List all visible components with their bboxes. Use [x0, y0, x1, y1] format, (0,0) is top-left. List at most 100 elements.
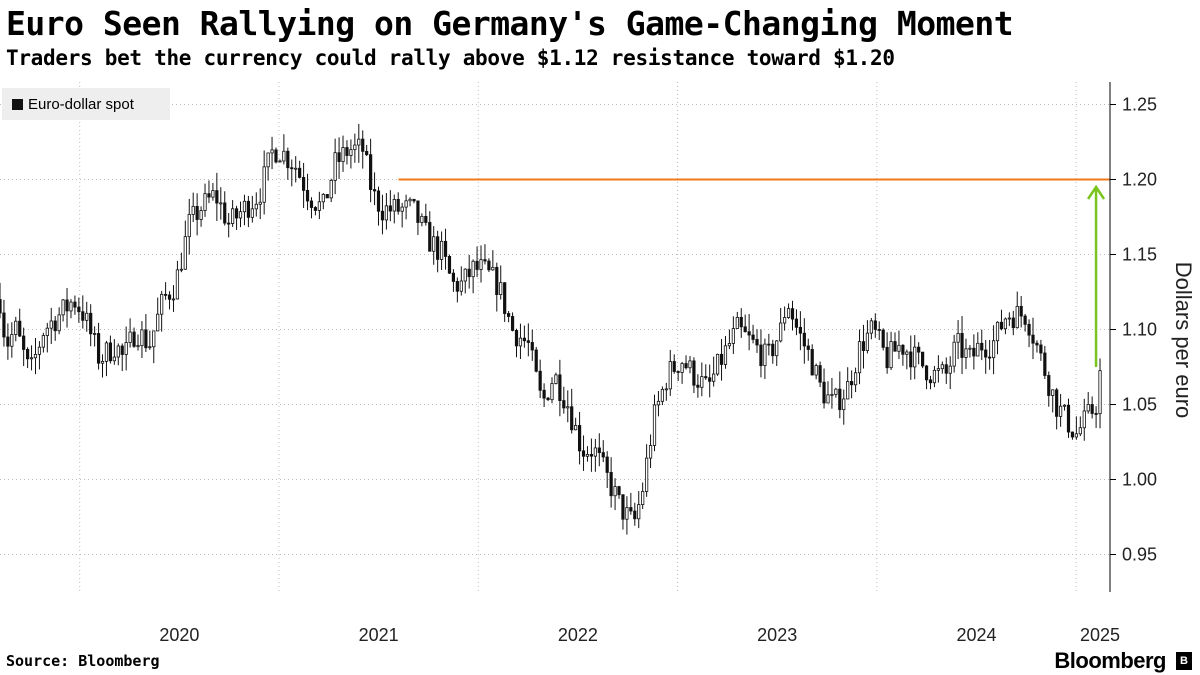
candle-body [1015, 305, 1019, 329]
candle-body [333, 152, 337, 181]
candle-body [692, 360, 696, 386]
candle-body [984, 349, 988, 358]
chart-subtitle: Traders bet the currency could rally abo… [6, 46, 895, 70]
candle-body [664, 388, 668, 391]
candle-body [22, 335, 26, 350]
candle-body [309, 200, 314, 208]
candle-body [940, 364, 944, 370]
candle-body [404, 200, 408, 208]
candle-body [100, 360, 105, 364]
candle-body [1098, 370, 1102, 415]
candle-body [972, 347, 976, 357]
candle-body [436, 236, 440, 260]
candle-body [428, 222, 432, 252]
x-tick-label: 2021 [359, 625, 399, 645]
candle-body [223, 202, 227, 224]
candle-body [601, 452, 605, 458]
candle-body [1023, 315, 1027, 325]
candle-body [136, 345, 140, 348]
candle-body [857, 341, 862, 374]
candle-body [108, 342, 112, 362]
candle-body [605, 456, 609, 473]
candle-body [834, 388, 838, 395]
candle-body [1086, 404, 1090, 412]
candle-body [329, 179, 333, 199]
candle-body [936, 368, 940, 371]
candle-body [81, 311, 85, 321]
candle-body [463, 268, 467, 282]
candle-body [1094, 413, 1098, 415]
candle-body [274, 149, 278, 163]
candle-body [822, 381, 826, 404]
candle-body [581, 450, 586, 457]
candle-body [424, 215, 428, 223]
candle-body [700, 376, 704, 388]
candle-body [219, 202, 223, 205]
candle-body [45, 327, 49, 336]
candle-body [1062, 404, 1067, 407]
candle-body [621, 494, 625, 520]
candle-body [160, 293, 164, 315]
candle-body [451, 272, 456, 282]
candle-body [873, 320, 877, 330]
candle-body [747, 331, 751, 336]
candle-body [69, 301, 73, 312]
legend-swatch [12, 98, 23, 110]
candle-body [1074, 433, 1078, 438]
candle-body [853, 372, 858, 386]
candle-body [443, 240, 448, 257]
candle-body [507, 313, 511, 317]
candle-body [459, 280, 463, 292]
candle-body [124, 342, 128, 355]
candle-body [337, 152, 341, 162]
candle-body [917, 346, 921, 353]
candle-body [207, 193, 211, 198]
candle-body [357, 138, 361, 146]
candle-body [246, 200, 250, 218]
candle-body [554, 374, 558, 384]
candle-body [483, 259, 487, 262]
y-tick-label: 1.20 [1122, 170, 1157, 190]
candle-body [1027, 323, 1031, 336]
candle-body [779, 322, 783, 342]
y-tick-label: 1.15 [1122, 245, 1157, 265]
candle-body [384, 205, 388, 221]
candle-body [148, 346, 152, 349]
candle-body [420, 215, 424, 223]
candle-body [810, 349, 814, 376]
candle-body [1070, 431, 1075, 438]
candle-body [1035, 342, 1039, 346]
candle-body [432, 236, 436, 252]
candle-body [909, 351, 913, 368]
candle-body [140, 329, 144, 347]
candle-body [6, 336, 10, 347]
candle-body [952, 341, 956, 367]
candle-body [928, 379, 933, 384]
candle-body [510, 316, 515, 331]
candle-body [85, 312, 89, 321]
candle-body [25, 349, 30, 360]
candle-body [1047, 375, 1051, 396]
candle-body [1019, 305, 1023, 317]
candle-body [372, 189, 377, 192]
candle-body [995, 321, 1000, 342]
candle-body [652, 404, 657, 446]
candle-body [956, 332, 960, 343]
candle-body [542, 389, 546, 399]
candle-body [775, 340, 779, 357]
candle-body [944, 364, 948, 374]
candle-body [731, 328, 735, 344]
candle-body [648, 445, 653, 459]
candle-body [49, 320, 53, 329]
candle-body [325, 193, 329, 199]
source-note: Source: Bloomberg [6, 652, 160, 670]
candle-body [988, 356, 992, 359]
candle-body [708, 377, 712, 382]
candle-body [597, 447, 601, 453]
candle-body [412, 198, 416, 202]
candle-body [696, 384, 700, 388]
candle-body [286, 150, 290, 169]
candle-body [447, 256, 452, 274]
candle-body [361, 138, 365, 152]
